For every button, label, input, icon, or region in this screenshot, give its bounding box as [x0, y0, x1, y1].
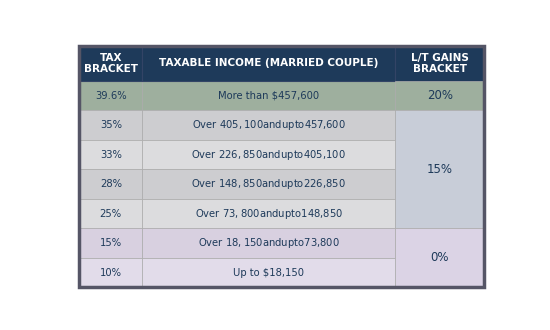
Text: 20%: 20%	[427, 89, 453, 102]
Bar	[142, 140, 395, 169]
Bar	[395, 81, 485, 111]
Bar	[142, 46, 395, 81]
Text: Over $18,150 and up to $73,800: Over $18,150 and up to $73,800	[198, 236, 340, 250]
Bar	[142, 169, 395, 199]
Bar	[79, 46, 142, 81]
Text: TAXABLE INCOME (MARRIED COUPLE): TAXABLE INCOME (MARRIED COUPLE)	[159, 58, 378, 68]
Bar	[395, 228, 485, 287]
Bar	[79, 111, 142, 140]
Bar	[79, 169, 142, 199]
Bar	[142, 228, 395, 258]
Bar	[79, 199, 142, 228]
Text: 39.6%: 39.6%	[95, 91, 126, 101]
Text: Over $73,800 and up to $148,850: Over $73,800 and up to $148,850	[195, 207, 343, 221]
Bar	[142, 81, 395, 111]
Bar	[142, 258, 395, 287]
Text: 25%: 25%	[100, 209, 122, 219]
Bar	[79, 228, 142, 258]
Bar	[395, 111, 485, 228]
Text: 15%: 15%	[427, 163, 453, 176]
Bar	[395, 46, 485, 81]
Text: Over $148,850 and up to $226,850: Over $148,850 and up to $226,850	[191, 177, 346, 191]
Text: Up to $18,150: Up to $18,150	[233, 268, 304, 278]
Text: Over $405,100 and up to $457,600: Over $405,100 and up to $457,600	[192, 118, 346, 132]
Text: 10%: 10%	[100, 268, 122, 278]
Bar	[142, 111, 395, 140]
Text: 15%: 15%	[100, 238, 122, 248]
Text: 0%: 0%	[431, 251, 449, 264]
Text: TAX
BRACKET: TAX BRACKET	[84, 53, 138, 74]
Text: 28%: 28%	[100, 179, 122, 189]
Bar	[142, 199, 395, 228]
Text: L/T GAINS
BRACKET: L/T GAINS BRACKET	[411, 53, 469, 74]
Text: Over $226,850 and up to $405,100: Over $226,850 and up to $405,100	[191, 148, 346, 162]
Bar	[79, 81, 142, 111]
Bar	[79, 258, 142, 287]
Text: More than $457,600: More than $457,600	[218, 91, 320, 101]
Text: 35%: 35%	[100, 120, 122, 130]
Bar	[79, 140, 142, 169]
Text: 33%: 33%	[100, 150, 122, 160]
